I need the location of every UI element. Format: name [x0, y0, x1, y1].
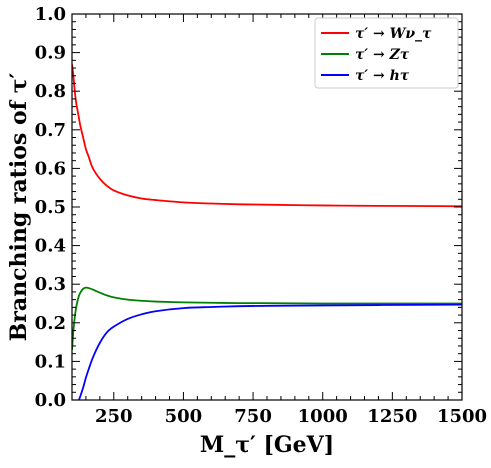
y-tick-label: 0.2 [35, 313, 66, 334]
series-line-2 [78, 303, 462, 400]
x-axis-title: M_τ′ [GeV] [200, 432, 334, 458]
y-tick-label: 0.4 [35, 236, 66, 257]
y-tick-label: 0.9 [35, 43, 66, 64]
y-tick-label: 0.5 [35, 197, 66, 218]
x-tick-label: 750 [234, 406, 272, 427]
y-axis-title: Branching ratios of τ′ [6, 72, 32, 341]
legend-box [314, 17, 459, 89]
x-tick-label: 1500 [437, 406, 487, 427]
legend-label-2: τ′ → hτ [355, 68, 410, 84]
legend-label-1: τ′ → Zτ [355, 47, 410, 63]
y-tick-label: 1.0 [35, 4, 66, 25]
x-tick-label: 1000 [298, 406, 348, 427]
y-tick-label: 0.0 [35, 390, 66, 411]
x-tick-label: 500 [165, 406, 203, 427]
y-tick-label: 0.1 [35, 351, 66, 372]
x-tick-label: 1250 [367, 406, 417, 427]
legend-label-0: τ′ → Wν_τ [355, 26, 432, 42]
y-tick-label: 0.3 [35, 274, 66, 295]
series-line-0 [72, 64, 462, 208]
y-tick-label: 0.8 [35, 81, 66, 102]
y-tick-label: 0.7 [35, 120, 66, 141]
y-tick-label: 0.6 [35, 158, 66, 179]
series-line-1 [72, 286, 462, 350]
x-tick-label: 250 [95, 406, 133, 427]
